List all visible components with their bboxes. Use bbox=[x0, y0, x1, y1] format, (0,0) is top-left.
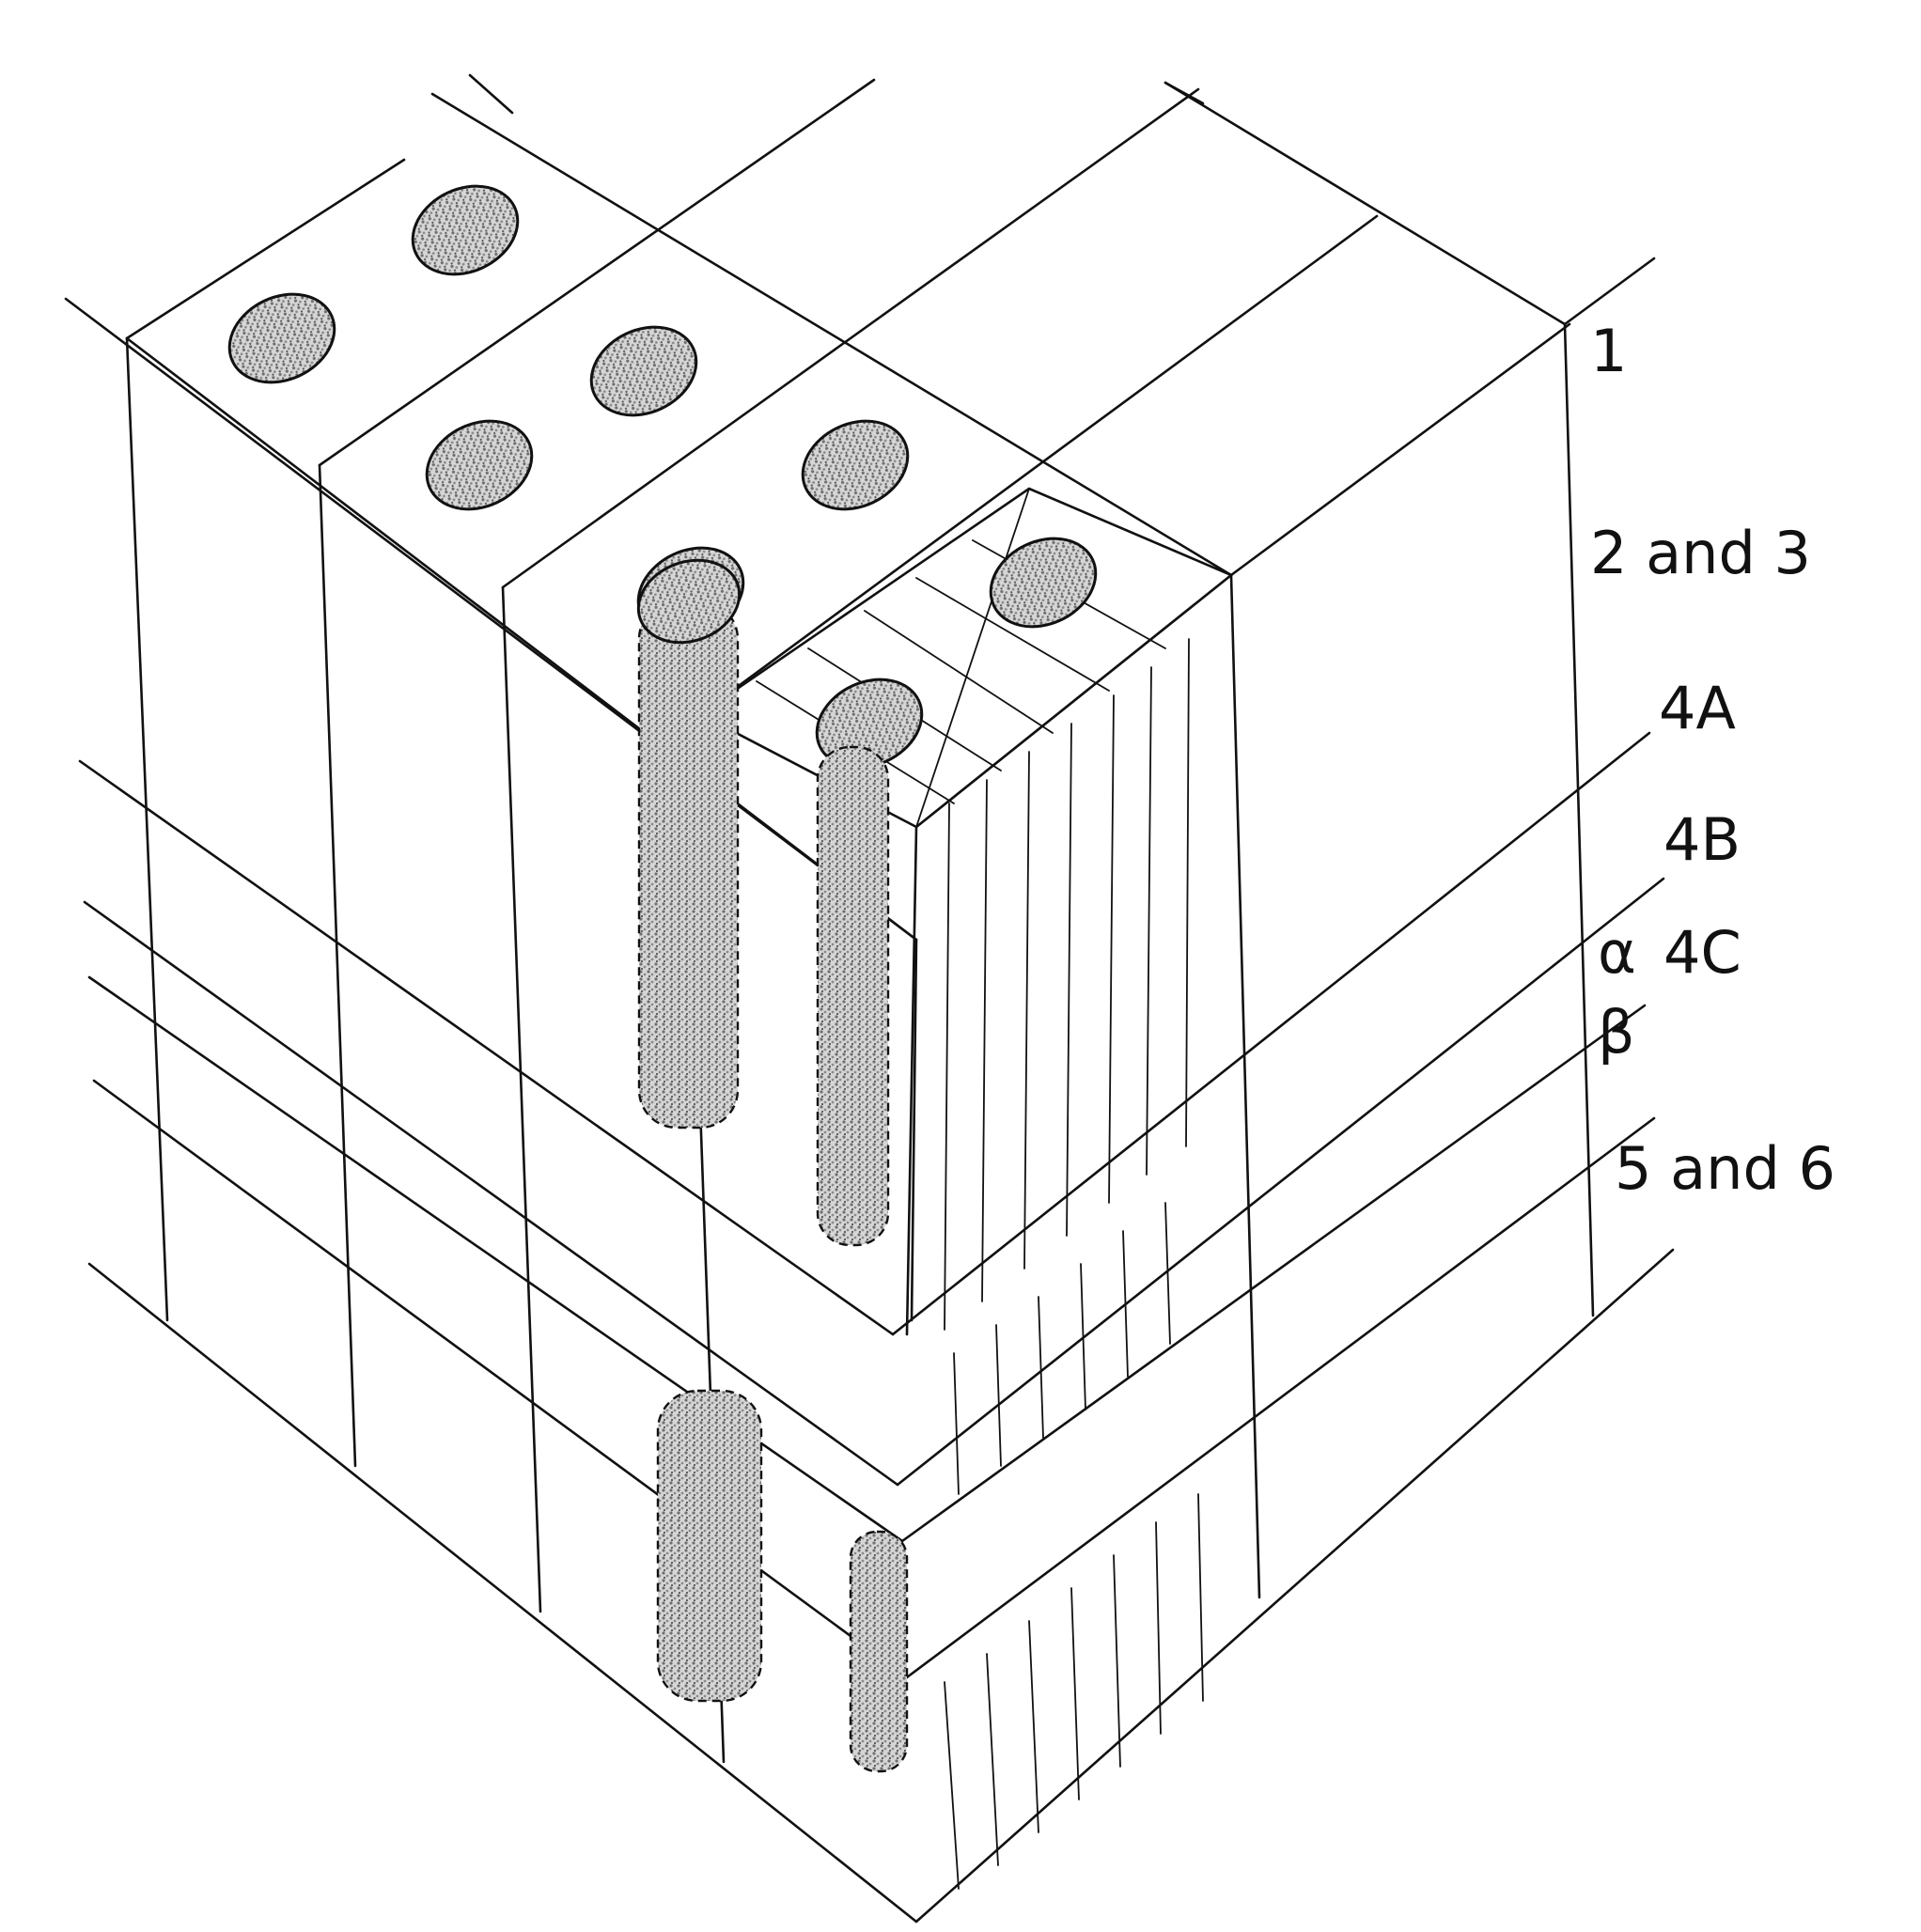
cutout-block bbox=[697, 487, 1234, 1890]
label-layer-4a: 4A bbox=[1659, 674, 1736, 742]
vertical-columns bbox=[636, 558, 909, 1773]
layer-labels: 1 2 and 3 4A 4B α 4C β 5 and 6 bbox=[1590, 317, 1835, 1203]
label-layer-5-and-6: 5 and 6 bbox=[1615, 1134, 1835, 1203]
column-oval bbox=[227, 292, 336, 384]
label-layer-4c: 4C bbox=[1663, 918, 1741, 987]
label-layer-2-and-3: 2 and 3 bbox=[1590, 519, 1811, 587]
top-surface-grid bbox=[64, 73, 1656, 942]
column-oval bbox=[411, 184, 520, 276]
column-cylinder bbox=[637, 600, 740, 1130]
column-cylinder bbox=[816, 745, 890, 1247]
left-face-verticals bbox=[125, 336, 918, 1764]
label-alpha: α bbox=[1598, 918, 1636, 987]
column-oval bbox=[801, 419, 910, 511]
column-cylinder bbox=[849, 1530, 909, 1773]
column-oval bbox=[589, 325, 698, 417]
label-layer-4b: 4B bbox=[1663, 805, 1741, 874]
right-face-verticals bbox=[1229, 322, 1595, 1599]
column-oval bbox=[425, 419, 534, 511]
column-oval bbox=[815, 678, 924, 770]
column-cylinder bbox=[656, 1389, 763, 1703]
layer-boundaries bbox=[78, 712, 1675, 1924]
label-layer-1: 1 bbox=[1590, 317, 1627, 385]
column-oval bbox=[989, 537, 1098, 629]
label-beta: β bbox=[1598, 998, 1635, 1067]
